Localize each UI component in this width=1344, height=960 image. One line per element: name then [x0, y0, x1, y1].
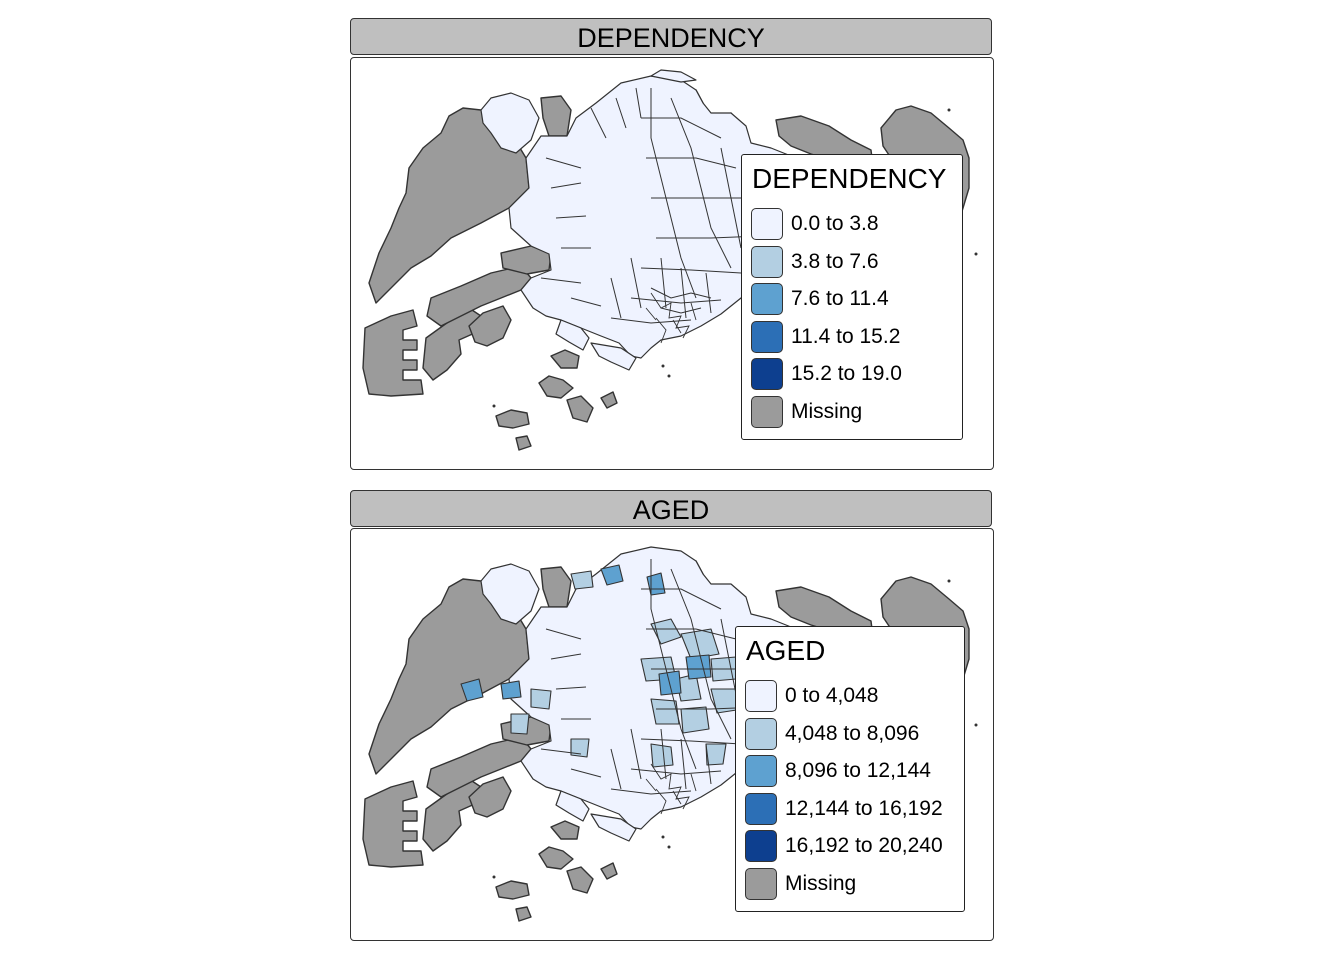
legend-label: 4,048 to 8,096 [785, 722, 920, 745]
legend-label: Missing [785, 872, 857, 895]
legend-label: 0.0 to 3.8 [791, 212, 879, 235]
legend-label: 16,192 to 20,240 [785, 834, 943, 857]
legend-swatch [745, 755, 777, 787]
map-frame-dependency: DEPENDENCY 0.0 to 3.8 3.8 to 7.6 7.6 to … [350, 57, 994, 470]
islet-dots [492, 108, 978, 408]
legend-swatch [745, 718, 777, 750]
legend-swatch [745, 680, 777, 712]
panel-title-aged: AGED [350, 490, 992, 527]
legend-swatch [751, 358, 783, 390]
legend-swatch [751, 246, 783, 278]
islet-dots [492, 579, 978, 879]
legend-label: 11.4 to 15.2 [791, 325, 901, 348]
legend-swatch [745, 830, 777, 862]
legend-label: 0 to 4,048 [785, 684, 879, 707]
legend-label: 7.6 to 11.4 [791, 287, 889, 310]
legend-swatch [745, 868, 777, 900]
legend-swatch [751, 283, 783, 315]
legend-swatch [751, 321, 783, 353]
map-panel-aged: AGED [350, 490, 994, 942]
legend-dependency: DEPENDENCY 0.0 to 3.8 3.8 to 7.6 7.6 to … [741, 154, 963, 440]
legend-title: DEPENDENCY [752, 163, 947, 194]
legend-label: 8,096 to 12,144 [785, 759, 931, 782]
legend-title: AGED [746, 635, 826, 666]
legend-label: 15.2 to 19.0 [791, 362, 902, 385]
map-panel-dependency: DEPENDENCY [350, 18, 994, 470]
legend-swatch [745, 793, 777, 825]
legend-aged: AGED 0 to 4,048 4,048 to 8,096 8,096 to … [735, 626, 965, 912]
legend-label: 12,144 to 16,192 [785, 797, 943, 820]
cbd-subzones [645, 763, 697, 815]
legend-swatch [751, 208, 783, 240]
legend-label: 3.8 to 7.6 [791, 250, 879, 273]
cbd-subzones [645, 292, 697, 344]
panel-title-dependency: DEPENDENCY [350, 18, 992, 55]
legend-swatch [751, 396, 783, 428]
legend-label: Missing [791, 400, 863, 423]
map-frame-aged: AGED 0 to 4,048 4,048 to 8,096 8,096 to … [350, 528, 994, 941]
